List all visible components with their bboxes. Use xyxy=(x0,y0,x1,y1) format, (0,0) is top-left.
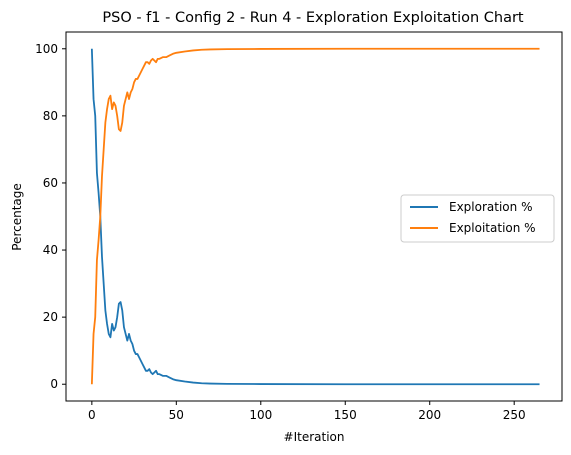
series-line-exploration xyxy=(90,48,540,386)
legend: Exploration % Exploitation % xyxy=(400,194,555,243)
legend-box xyxy=(400,194,555,243)
x-tick-label: 0 xyxy=(88,408,96,422)
chart-title: PSO - f1 - Config 2 - Run 4 - Exploratio… xyxy=(102,10,524,26)
x-axis-label: #Iteration xyxy=(284,430,345,444)
legend-label-exploitation: Exploitation % xyxy=(449,221,536,235)
plot-lines xyxy=(90,47,540,386)
x-tick-label: 150 xyxy=(334,408,357,422)
y-axis-ticks: 0 20 40 60 80 100 xyxy=(35,42,66,391)
x-tick-label: 50 xyxy=(169,408,184,422)
y-tick-label: 80 xyxy=(43,109,58,123)
legend-label-exploration: Exploration % xyxy=(449,200,532,214)
y-axis-label: Percentage xyxy=(10,183,24,251)
series-line-exploitation xyxy=(90,47,540,385)
y-tick-label: 20 xyxy=(43,310,58,324)
y-tick-label: 0 xyxy=(50,377,58,391)
y-tick-label: 100 xyxy=(35,42,58,56)
x-tick-label: 100 xyxy=(249,408,272,422)
y-tick-label: 40 xyxy=(43,243,58,257)
x-axis-ticks: 0 50 100 150 200 250 xyxy=(88,401,526,422)
x-tick-label: 200 xyxy=(418,408,441,422)
plot-area xyxy=(65,31,563,402)
y-tick-label: 60 xyxy=(43,176,58,190)
x-tick-label: 250 xyxy=(503,408,526,422)
